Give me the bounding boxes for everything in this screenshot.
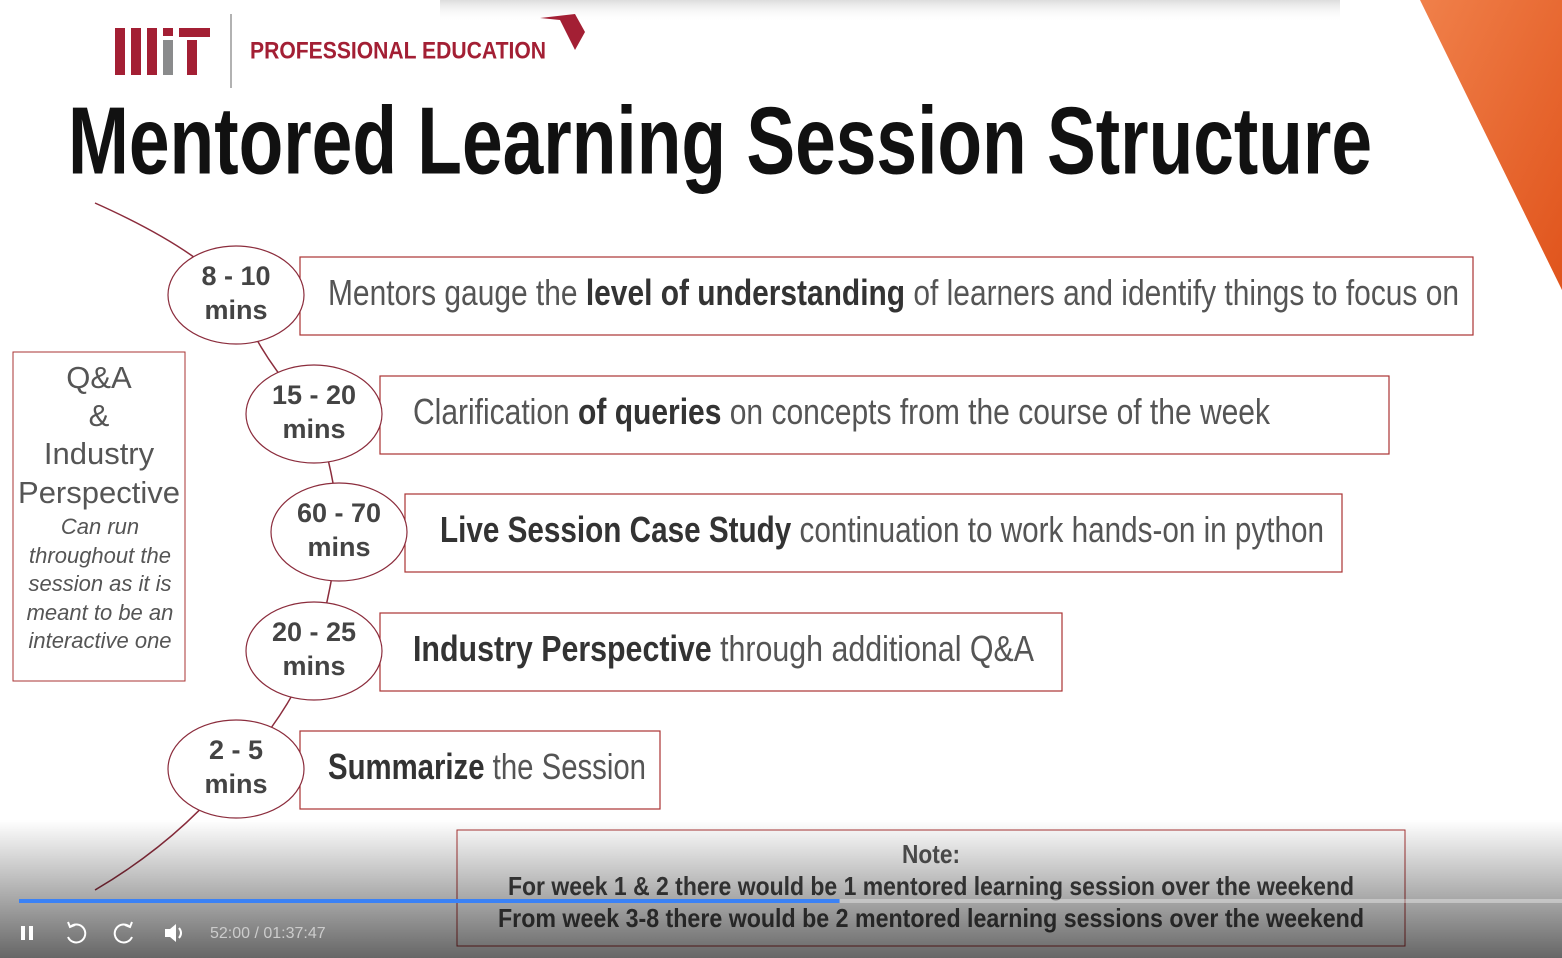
step-text-segment: on concepts from the course of the week [721, 391, 1270, 432]
duration-text: 60 - 70 [297, 498, 381, 528]
volume-button[interactable] [165, 924, 182, 942]
mit-logo [115, 28, 210, 75]
side-note: Can run [61, 514, 139, 539]
duration-text: mins [204, 769, 267, 799]
duration-text: mins [204, 295, 267, 325]
progress-fill [19, 899, 840, 903]
step-box [379, 612, 1063, 692]
step-text: Mentors gauge the level of understanding… [328, 272, 1459, 313]
duration-bubble [245, 364, 383, 464]
step-text: Live Session Case Study continuation to … [440, 509, 1324, 550]
duration-bubble [245, 601, 383, 701]
step-text: Clarification of queries on concepts fro… [413, 391, 1271, 432]
step-text-segment: the Session [485, 746, 646, 787]
side-heading: Q&A [66, 360, 132, 395]
corner-decoration [1420, 0, 1562, 290]
step-box [299, 730, 661, 810]
step-text-segment: Clarification [413, 391, 578, 432]
duration-text: 8 - 10 [201, 261, 270, 291]
duration-text: mins [282, 651, 345, 681]
step-box [299, 256, 1474, 336]
step-text-segment: Summarize [328, 746, 485, 787]
step-box [404, 493, 1343, 573]
side-heading: & [89, 398, 110, 433]
duration-text: mins [307, 532, 370, 562]
slide-title: Mentored Learning Session Structure [68, 87, 1372, 194]
duration-text: 20 - 25 [272, 617, 356, 647]
side-note: session as it is [28, 571, 171, 596]
side-heading: Industry [44, 436, 155, 471]
duration-text: 2 - 5 [209, 735, 263, 765]
play-pause-button[interactable] [21, 926, 33, 940]
step-text-segment: of learners and identify things to focus… [905, 272, 1459, 313]
brand: PROFESSIONAL EDUCATION [250, 37, 546, 64]
slide-shadow [440, 0, 1340, 22]
step-text-segment: continuation to work hands-on in python [791, 509, 1324, 550]
side-heading: Perspective [18, 475, 180, 510]
controls-shade [0, 820, 1562, 958]
duration-bubble [167, 719, 305, 819]
forward-button[interactable] [113, 921, 133, 944]
step-text-segment: Live Session Case Study [440, 509, 791, 550]
duration-text: 15 - 20 [272, 380, 356, 410]
side-box [12, 351, 186, 682]
step-text: Summarize the Session [328, 746, 646, 787]
step-text-segment: Mentors gauge the [328, 272, 586, 313]
side-note: meant to be an [27, 600, 174, 625]
duration-bubble [270, 482, 408, 582]
step-text: Industry Perspective through additional … [413, 628, 1034, 669]
rewind-button[interactable] [67, 921, 87, 944]
side-note: throughout the [29, 543, 171, 568]
duration-text: mins [282, 414, 345, 444]
step-text-segment: Industry Perspective [413, 628, 712, 669]
step-box [379, 375, 1390, 455]
logo-mark [540, 14, 585, 50]
step-text-segment: of queries [578, 391, 721, 432]
side-note: interactive one [28, 628, 171, 653]
duration-bubble [167, 245, 305, 345]
time-display: 52:00 / 01:37:47 [210, 925, 326, 942]
step-text-segment: through additional Q&A [712, 628, 1034, 669]
step-text-segment: level of understanding [586, 272, 905, 313]
